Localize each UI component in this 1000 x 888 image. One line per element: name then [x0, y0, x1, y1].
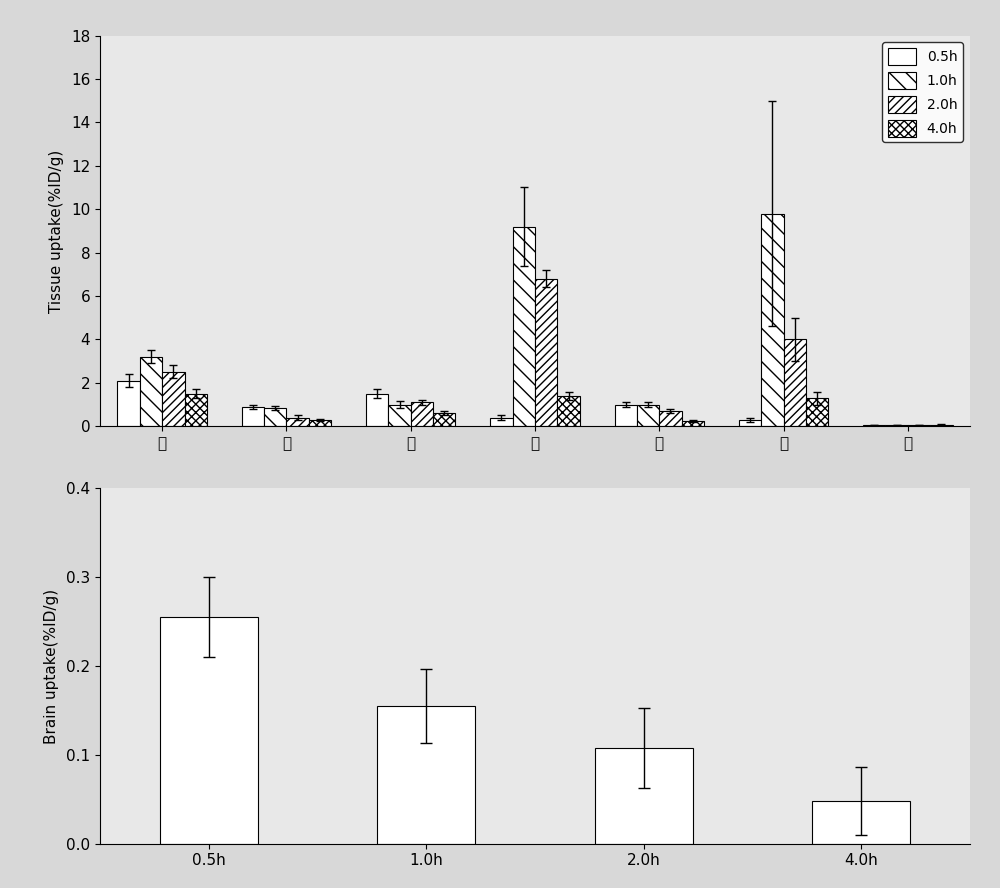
Bar	[682, 421, 704, 426]
Bar	[377, 706, 475, 844]
Bar	[242, 407, 264, 426]
Bar	[185, 393, 207, 426]
Y-axis label: Brain uptake(%ID/g): Brain uptake(%ID/g)	[44, 589, 59, 743]
Bar	[490, 417, 513, 426]
Bar	[264, 408, 286, 426]
Bar	[411, 402, 433, 426]
Bar	[784, 339, 806, 426]
Bar	[140, 357, 162, 426]
Bar	[908, 425, 930, 426]
Bar	[366, 393, 388, 426]
Bar	[863, 425, 885, 426]
Bar	[637, 405, 659, 426]
Bar	[513, 226, 535, 426]
Bar	[806, 398, 828, 426]
Bar	[761, 213, 784, 426]
Bar	[286, 417, 309, 426]
Bar	[615, 405, 637, 426]
Bar	[162, 372, 185, 426]
Bar	[535, 279, 557, 426]
Bar	[812, 801, 910, 844]
Bar	[659, 411, 682, 426]
Bar	[117, 381, 140, 426]
Legend: 0.5h, 1.0h, 2.0h, 4.0h: 0.5h, 1.0h, 2.0h, 4.0h	[882, 43, 963, 142]
Bar	[595, 748, 693, 844]
Bar	[388, 405, 411, 426]
Y-axis label: Tissue uptake(%ID/g): Tissue uptake(%ID/g)	[49, 149, 64, 313]
Bar	[557, 396, 580, 426]
Bar	[930, 424, 953, 426]
Bar	[309, 420, 331, 426]
Bar	[739, 420, 761, 426]
Bar	[433, 413, 455, 426]
Bar	[885, 425, 908, 426]
Bar	[160, 617, 258, 844]
